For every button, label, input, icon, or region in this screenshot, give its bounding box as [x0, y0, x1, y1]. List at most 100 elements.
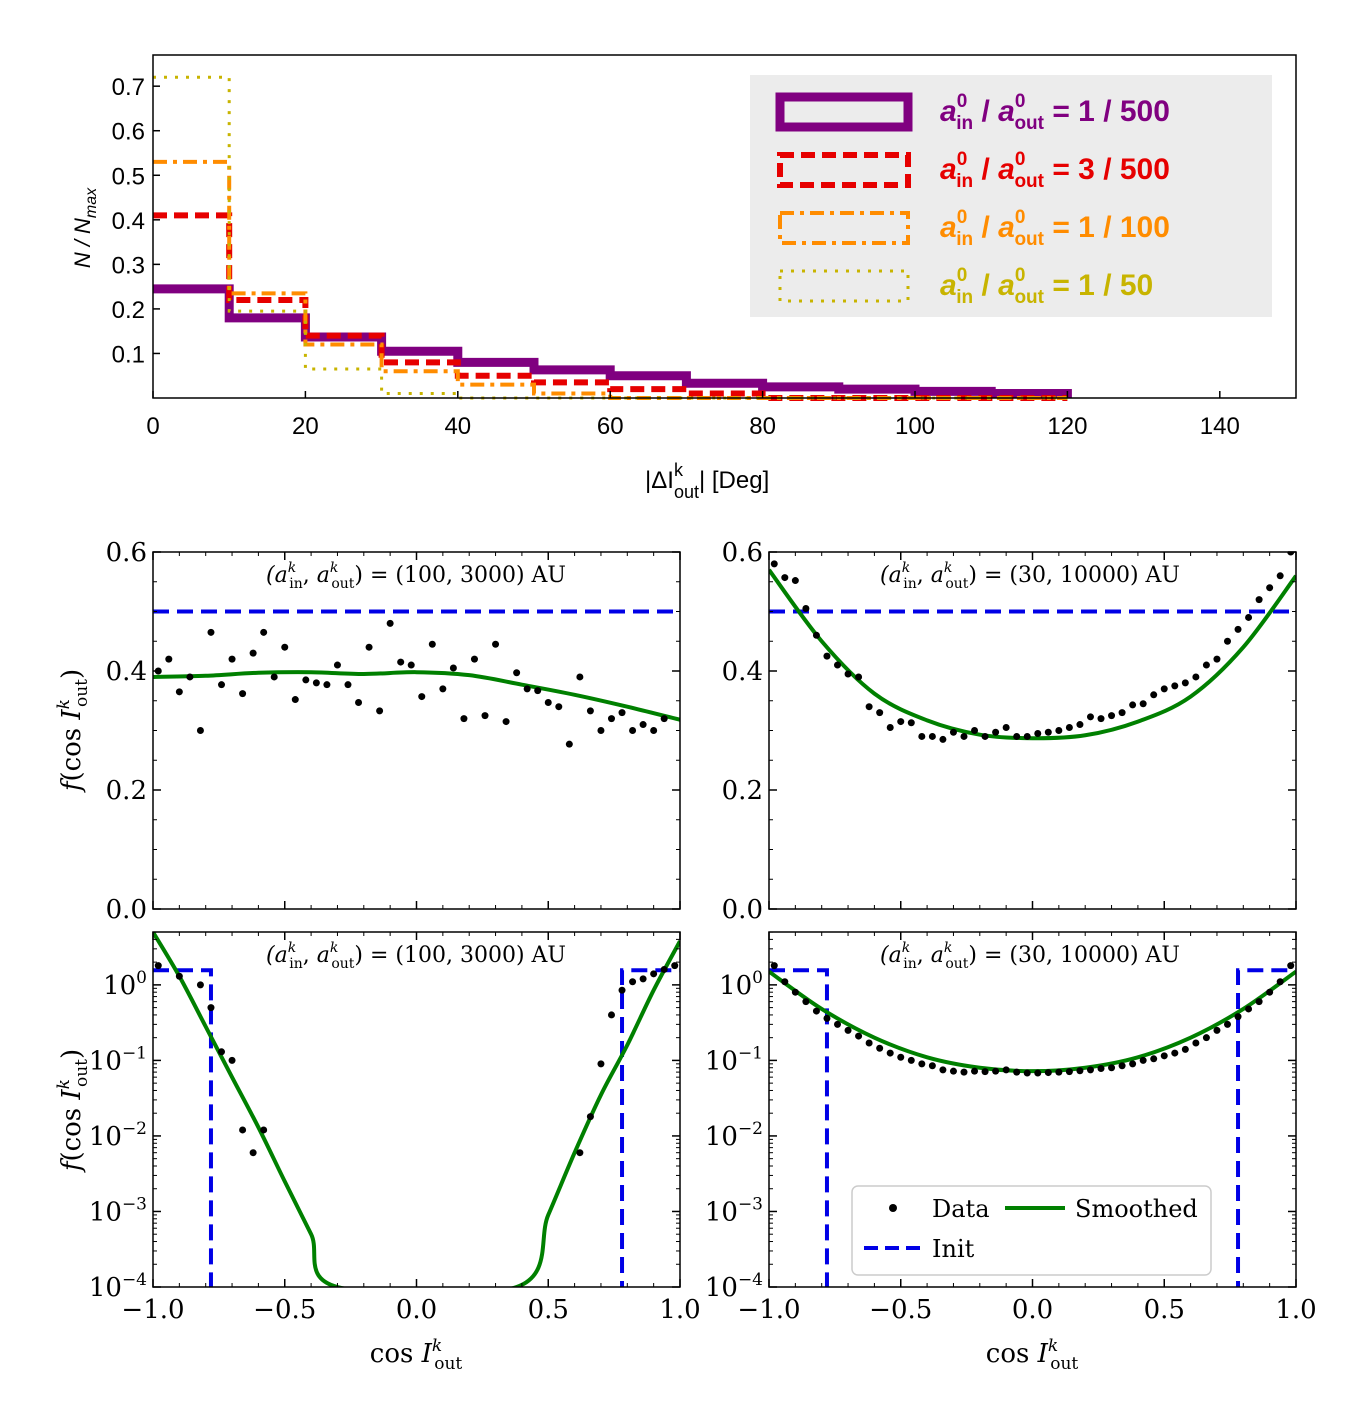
data-point: [260, 628, 268, 636]
data-point: [834, 1020, 842, 1028]
bottom-left-frame: [152, 931, 681, 1288]
top-xtick-label: 20: [292, 413, 319, 440]
data-point: [1223, 1020, 1231, 1028]
data-point: [175, 972, 183, 980]
data-point: [992, 1067, 1000, 1075]
data-point: [449, 664, 457, 672]
data-point: [1181, 1045, 1189, 1053]
init-line-right: [620, 968, 680, 1287]
bottom-right-x-axis-label: cos Ik out: [986, 1336, 1079, 1374]
data-point: [791, 988, 799, 996]
top-plot-frame: [152, 54, 1297, 399]
data-point: [907, 719, 915, 727]
data-point: [407, 661, 415, 669]
data-point: [513, 669, 521, 677]
data-point: [770, 962, 778, 970]
data-point: [355, 699, 363, 707]
data-point: [1245, 613, 1253, 621]
data-point: [886, 724, 894, 732]
data-point: [1139, 1056, 1147, 1064]
data-point: [1055, 1068, 1063, 1076]
data-point: [312, 679, 320, 687]
data-point: [1276, 978, 1284, 986]
data-point: [886, 1049, 894, 1057]
data-point: [1171, 682, 1179, 690]
top-xtick-label: 140: [1200, 413, 1240, 440]
data-point: [618, 986, 626, 994]
top-y-axis-label: N / Nmax: [70, 187, 100, 268]
ytick-label: 10−2: [705, 1119, 763, 1152]
top-x-ticks: 0 20 40 60 80 100 120 140: [146, 391, 1240, 440]
mid-right-ticks: 0.0 0.2 0.4 0.6: [722, 538, 1297, 925]
data-point: [1002, 1066, 1010, 1074]
data-point: [660, 965, 668, 973]
data-point: [781, 574, 789, 582]
top-ytick-label: 0.7: [112, 74, 145, 101]
data-point: [492, 640, 500, 648]
data-point: [1108, 1064, 1116, 1072]
legend-data-marker: [889, 1204, 897, 1212]
data-point: [1181, 679, 1189, 687]
data-point: [418, 693, 426, 701]
data-point: [1065, 1068, 1073, 1076]
data-point: [302, 676, 310, 684]
data-point: [555, 703, 563, 711]
data-point: [618, 709, 626, 717]
ytick-label: 0.6: [722, 538, 763, 568]
bottom-left-x-axis-label: cos Ik out: [370, 1336, 463, 1374]
xtick-label: −0.5: [253, 1295, 316, 1325]
data-point: [1245, 1005, 1253, 1013]
legend-patch-2: [778, 211, 910, 245]
data-point: [239, 690, 247, 698]
data-point: [897, 1053, 905, 1061]
xtick-label: 1.0: [659, 1295, 700, 1325]
top-x-axis-label: |ΔIk out| [Deg]: [645, 460, 769, 502]
mid-left-ticks: 0.0 0.2 0.4 0.6: [106, 538, 681, 925]
data-point: [812, 1007, 820, 1015]
data-point: [1255, 998, 1263, 1006]
ytick-label: 10−4: [89, 1270, 147, 1303]
data-point: [260, 1126, 268, 1134]
top-xtick-label: 60: [597, 413, 624, 440]
data-point: [791, 577, 799, 585]
data-point: [534, 687, 542, 695]
data-point: [597, 1060, 605, 1068]
data-point: [865, 703, 873, 711]
data-point: [865, 1039, 873, 1047]
data-point: [470, 655, 478, 663]
data-point: [607, 715, 615, 723]
data-point: [1065, 724, 1073, 732]
data-point: [1287, 962, 1295, 970]
mid-right-title: (ak in, ak out) = (30, 10000) AU: [880, 560, 1180, 592]
top-ytick-label: 0.1: [112, 341, 145, 368]
init-line-right: [1236, 968, 1296, 1287]
xtick-label: 0.5: [528, 1295, 569, 1325]
data-point: [502, 718, 510, 726]
xtick-label: 0.5: [1144, 1295, 1185, 1325]
data-point: [660, 715, 668, 723]
data-point: [1129, 701, 1137, 709]
data-point: [439, 685, 447, 693]
data-point: [949, 1067, 957, 1075]
ytick-label: 10−2: [89, 1119, 147, 1152]
legend-label-2: a0 in / a0 out = 1 / 100: [940, 207, 1170, 250]
xtick-label: 1.0: [1275, 1295, 1316, 1325]
smoothed-curve: [769, 568, 1296, 741]
data-point: [228, 1056, 236, 1064]
data-point: [949, 728, 957, 736]
bottom-left-panel: −1.0 −0.5 0.0 0.5 1.0 100 10−1 10−2 10−3 10−4 (ak…: [54, 931, 701, 1374]
data-point: [586, 1113, 594, 1121]
ytick-label: 100: [719, 968, 763, 1001]
data-point: [397, 658, 405, 666]
data-point: [1002, 724, 1010, 732]
data-point: [1192, 1039, 1200, 1047]
data-point: [1192, 673, 1200, 681]
data-point: [981, 1068, 989, 1076]
data-point: [992, 728, 1000, 736]
data-point: [823, 652, 831, 660]
data-point: [1266, 988, 1274, 996]
data-point: [629, 978, 637, 986]
data-point: [249, 649, 257, 657]
data-point: [1160, 685, 1168, 693]
data-point: [1118, 1062, 1126, 1070]
